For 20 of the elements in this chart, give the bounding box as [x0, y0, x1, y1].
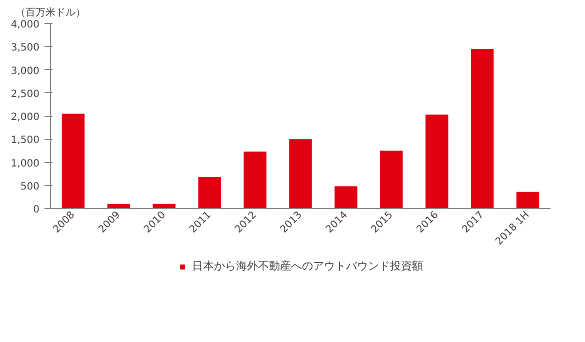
y-tick-label: 4,000 [10, 20, 40, 30]
bar [426, 114, 448, 208]
y-tick-label: 1,000 [10, 158, 40, 170]
y-tick-label: 3,500 [10, 42, 40, 54]
y-tick-label: 2,500 [10, 88, 40, 100]
bar [380, 150, 403, 208]
bar [62, 114, 85, 208]
bar [516, 192, 540, 208]
bar [334, 186, 358, 208]
legend-label: 日本から海外不動産へのアウトバウンド投資額 [192, 258, 423, 274]
y-tick-label: 0 [33, 204, 40, 216]
y-tick-label: 1,500 [10, 135, 40, 146]
y-axis-title: （百万米ドル） [16, 6, 86, 18]
bar [289, 139, 312, 208]
bar [244, 152, 266, 208]
bar [470, 48, 494, 208]
y-tick-label: 500 [20, 181, 40, 192]
y-tick-label: 2,000 [10, 112, 40, 123]
bar [198, 177, 221, 208]
y-tick-label: 3,000 [10, 66, 40, 77]
